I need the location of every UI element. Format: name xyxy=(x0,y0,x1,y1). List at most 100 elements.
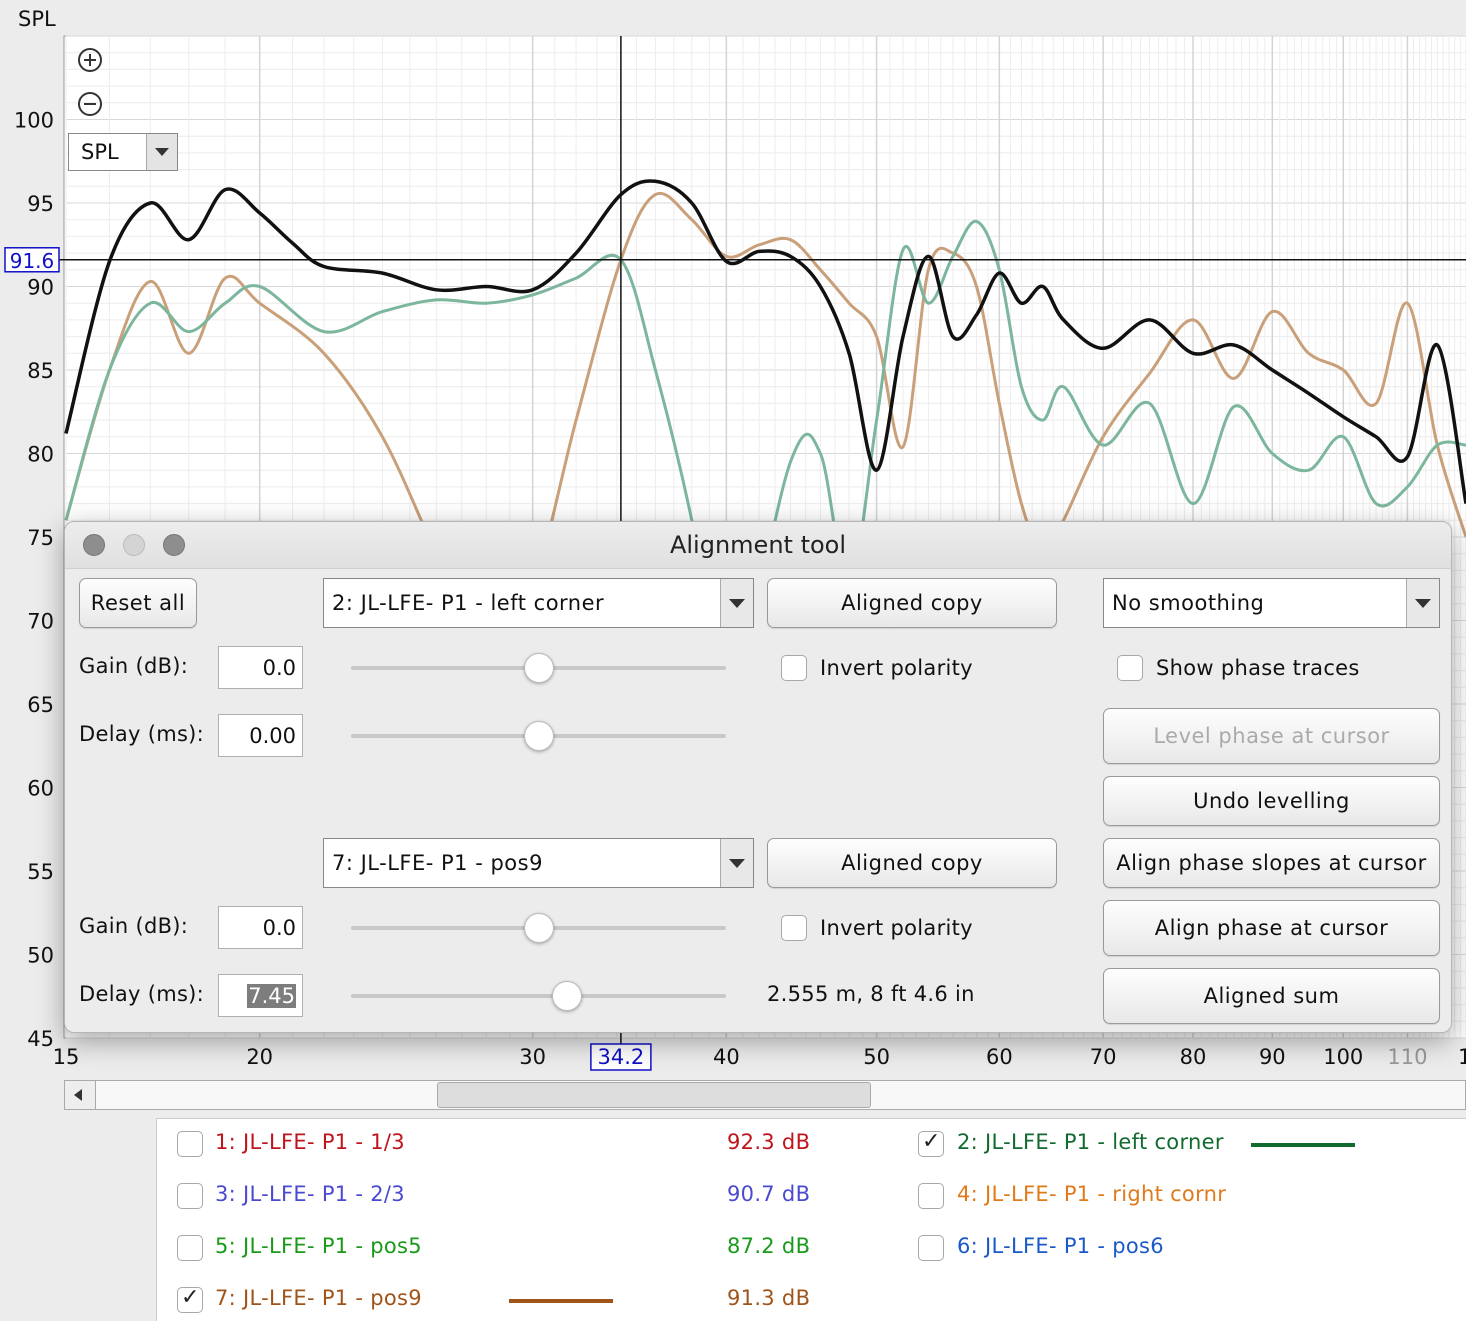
legend-checkbox-4[interactable] xyxy=(918,1183,944,1209)
undo-levelling-button[interactable]: Undo levelling xyxy=(1103,776,1440,826)
legend-swatch-7 xyxy=(509,1299,613,1303)
graph-view-select[interactable]: SPL xyxy=(68,133,178,171)
y-tick-label: 80 xyxy=(27,443,54,467)
aligned-sum-button[interactable]: Aligned sum xyxy=(1103,968,1440,1024)
x-tick-label: 80 xyxy=(1180,1045,1207,1069)
gain-input-2[interactable]: 0.0 xyxy=(218,906,303,949)
legend-label-3[interactable]: 3: JL-LFE- P1 - 2/3 xyxy=(215,1182,405,1206)
cursor-y-label: 91.6 xyxy=(10,249,55,273)
x-tick-label: 100 xyxy=(1323,1045,1363,1069)
chevron-down-icon xyxy=(1406,579,1439,627)
x-tick-label: 60 xyxy=(986,1045,1013,1069)
delay-slider-track-2[interactable] xyxy=(351,994,726,998)
invert-polarity-checkbox-1[interactable] xyxy=(781,655,807,681)
align-phase-slopes-button[interactable]: Align phase slopes at cursor xyxy=(1103,838,1440,888)
scrollbar-thumb[interactable] xyxy=(437,1082,871,1108)
cursor-x-label: 34.2 xyxy=(597,1045,644,1069)
reset-all-button[interactable]: Reset all xyxy=(79,578,197,628)
legend-value-3: 90.7 dB xyxy=(727,1182,811,1206)
horizontal-scrollbar[interactable] xyxy=(64,1080,1466,1110)
maximize-icon[interactable] xyxy=(163,534,185,556)
close-icon[interactable] xyxy=(83,534,105,556)
aligned-copy-button-2[interactable]: Aligned copy xyxy=(767,838,1057,888)
level-phase-button[interactable]: Level phase at cursor xyxy=(1103,708,1440,764)
legend-label-2[interactable]: 2: JL-LFE- P1 - left corner xyxy=(957,1130,1224,1154)
gain-input-1-value: 0.0 xyxy=(262,655,296,680)
legend-checkbox-1[interactable] xyxy=(177,1131,203,1157)
gain-label-2: Gain (dB): xyxy=(79,914,189,938)
x-tick-label: 30 xyxy=(519,1045,546,1069)
zoom-in-icon[interactable] xyxy=(78,48,102,72)
aligned-copy-button-1[interactable]: Aligned copy xyxy=(767,578,1057,628)
gain-slider-knob-2[interactable] xyxy=(523,913,554,943)
minimize-icon[interactable] xyxy=(123,534,145,556)
scroll-left-icon[interactable] xyxy=(65,1081,96,1109)
show-phase-traces-label: Show phase traces xyxy=(1156,656,1360,680)
trace-line-3 xyxy=(64,191,1466,656)
legend-checkbox-2[interactable] xyxy=(918,1129,944,1157)
legend-checkbox-3[interactable] xyxy=(177,1183,203,1209)
legend-value-5: 87.2 dB xyxy=(727,1234,811,1258)
chevron-down-icon xyxy=(720,839,753,887)
measurement-select-2-value: 7: JL-LFE- P1 - pos9 xyxy=(332,851,543,875)
y-axis-title: SPL xyxy=(18,7,56,31)
delay-label-1: Delay (ms): xyxy=(79,722,205,746)
delay-input-2[interactable]: 7.45 xyxy=(218,974,303,1017)
gain-input-2-value: 0.0 xyxy=(262,915,296,940)
legend-checkbox-5[interactable] xyxy=(177,1235,203,1261)
legend-label-7[interactable]: 7: JL-LFE- P1 - pos9 xyxy=(215,1286,422,1310)
y-tick-label: 95 xyxy=(27,192,54,216)
y-tick-label: 70 xyxy=(27,610,54,634)
y-tick-label: 65 xyxy=(27,693,54,717)
delay-slider-knob-1[interactable] xyxy=(523,721,554,751)
delay-label-2: Delay (ms): xyxy=(79,982,205,1006)
align-phase-button[interactable]: Align phase at cursor xyxy=(1103,900,1440,956)
y-tick-label: 45 xyxy=(27,1027,54,1051)
y-tick-label: 85 xyxy=(27,359,54,383)
legend-checkbox-7[interactable] xyxy=(177,1285,203,1313)
measurement-select-1-value: 2: JL-LFE- P1 - left corner xyxy=(332,591,605,615)
legend-value-1: 92.3 dB xyxy=(727,1130,811,1154)
invert-polarity-label-2: Invert polarity xyxy=(820,916,973,940)
x-tick-label: 50 xyxy=(863,1045,890,1069)
delay-input-1[interactable]: 0.00 xyxy=(218,714,303,757)
measurement-select-2[interactable]: 7: JL-LFE- P1 - pos9 xyxy=(323,838,754,888)
invert-polarity-label-1: Invert polarity xyxy=(820,656,973,680)
distance-readout: 2.555 m, 8 ft 4.6 in xyxy=(767,982,975,1006)
legend-label-5[interactable]: 5: JL-LFE- P1 - pos5 xyxy=(215,1234,422,1258)
gain-label-1: Gain (dB): xyxy=(79,654,189,678)
y-tick-label: 100 xyxy=(14,109,54,133)
measurement-legend: 1: JL-LFE- P1 - 1/3 92.3 dB 2: JL-LFE- P… xyxy=(156,1118,1466,1321)
legend-value-7: 91.3 dB xyxy=(727,1286,811,1310)
legend-checkbox-6[interactable] xyxy=(918,1235,944,1261)
delay-input-1-value: 0.00 xyxy=(249,723,296,748)
gain-input-1[interactable]: 0.0 xyxy=(218,646,303,689)
y-tick-label: 75 xyxy=(27,526,54,550)
x-tick-label: 40 xyxy=(713,1045,740,1069)
chevron-down-icon xyxy=(146,134,177,170)
cursor-y-box xyxy=(4,247,60,273)
legend-label-6[interactable]: 6: JL-LFE- P1 - pos6 xyxy=(957,1234,1164,1258)
graph-view-label: SPL xyxy=(81,140,119,164)
x-tick-label: 90 xyxy=(1259,1045,1286,1069)
y-tick-label: 55 xyxy=(27,860,54,884)
trace-line-1 xyxy=(64,179,1466,504)
smoothing-select[interactable]: No smoothing xyxy=(1103,578,1440,628)
legend-label-1[interactable]: 1: JL-LFE- P1 - 1/3 xyxy=(215,1130,405,1154)
dialog-titlebar: Alignment tool xyxy=(65,522,1451,569)
x-tick-label: 1 xyxy=(1458,1045,1466,1069)
x-tick-label: 20 xyxy=(246,1045,273,1069)
delay-slider-knob-2[interactable] xyxy=(551,981,582,1011)
gain-slider-knob-1[interactable] xyxy=(523,653,554,683)
legend-label-4[interactable]: 4: JL-LFE- P1 - right cornr xyxy=(957,1182,1227,1206)
measurement-select-1[interactable]: 2: JL-LFE- P1 - left corner xyxy=(323,578,754,628)
invert-polarity-checkbox-2[interactable] xyxy=(781,915,807,941)
smoothing-select-value: No smoothing xyxy=(1112,591,1265,615)
x-tick-label: 110 xyxy=(1387,1045,1427,1069)
cursor-x-box xyxy=(590,1043,652,1071)
y-tick-label: 60 xyxy=(27,777,54,801)
zoom-out-icon[interactable] xyxy=(78,92,102,116)
alignment-tool-dialog: Alignment tool Reset all 2: JL-LFE- P1 -… xyxy=(64,521,1452,1033)
show-phase-traces-checkbox[interactable] xyxy=(1117,655,1143,681)
delay-input-2-value: 7.45 xyxy=(247,983,296,1008)
